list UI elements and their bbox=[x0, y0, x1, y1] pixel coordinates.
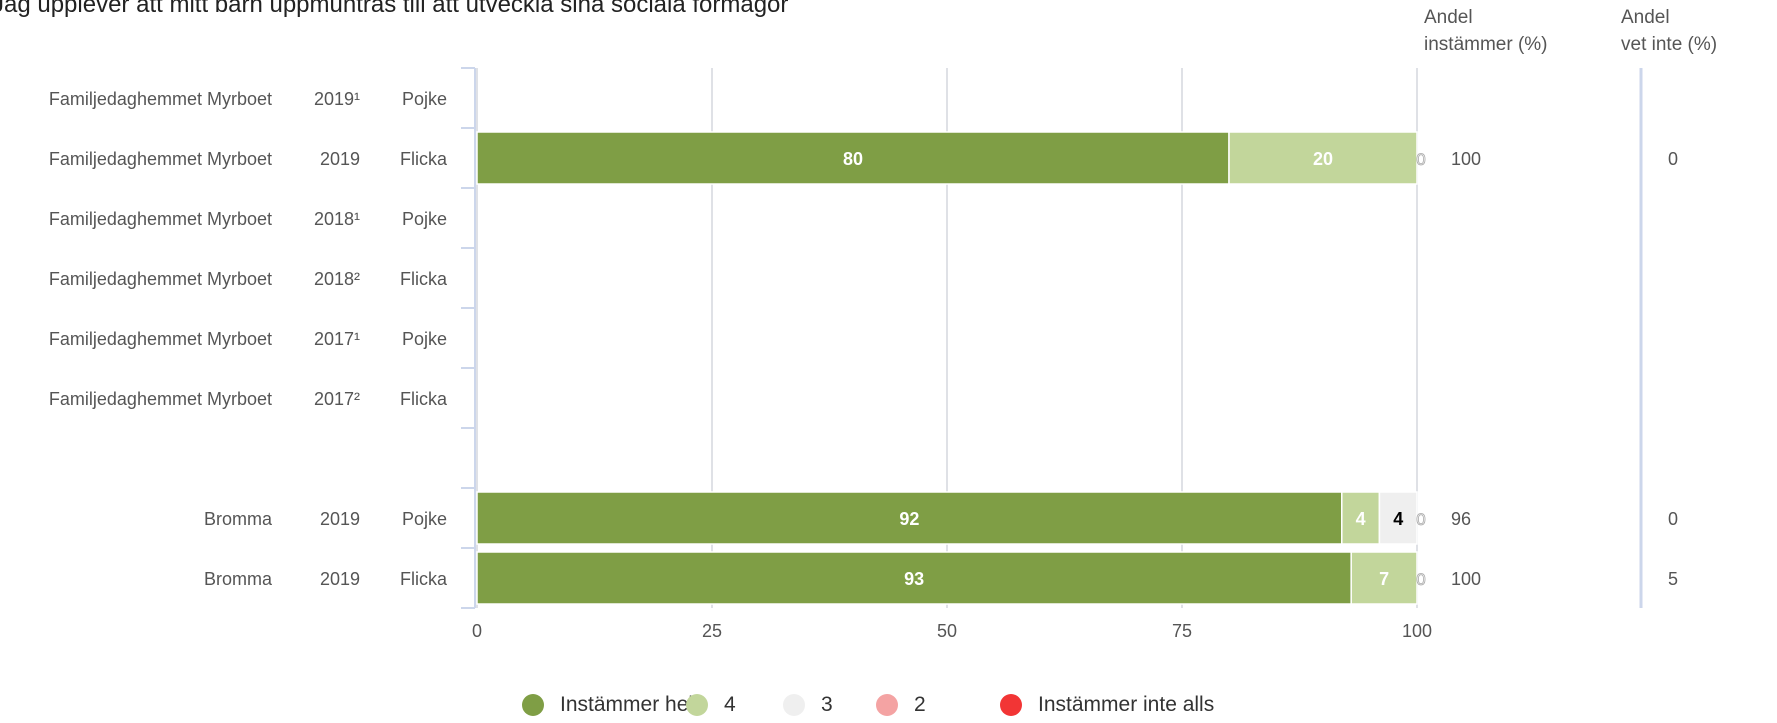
row-unit-label: Familjedaghemmet Myrboet bbox=[49, 89, 272, 109]
row-year-label: 2019¹ bbox=[314, 89, 360, 109]
bar-segment bbox=[1228, 131, 1418, 185]
column-header-agree: Andel instämmer (%) bbox=[1424, 4, 1548, 58]
agree-value: 100 bbox=[1451, 569, 1481, 589]
bar-segment bbox=[476, 491, 1343, 545]
agree-value: 96 bbox=[1451, 509, 1471, 529]
legend-label: Instämmer inte alls bbox=[1038, 693, 1215, 716]
column-header-dontknow: Andel vet inte (%) bbox=[1621, 4, 1717, 58]
row-gender-label: Flicka bbox=[400, 149, 448, 169]
row-unit-label: Familjedaghemmet Myrboet bbox=[49, 149, 272, 169]
row-gender-label: Flicka bbox=[400, 389, 448, 409]
legend-item[interactable]: 4 bbox=[686, 693, 736, 717]
legend-item[interactable]: Instämmer inte alls bbox=[1000, 693, 1214, 717]
legend-item[interactable]: 3 bbox=[783, 693, 833, 717]
chart-legend: Instämmer helt 4 3 2 Instämmer inte alls bbox=[0, 693, 1777, 723]
row-unit-label: Bromma bbox=[204, 569, 273, 589]
data-label: 4 bbox=[1356, 509, 1366, 529]
data-label: 0 bbox=[1416, 510, 1425, 529]
data-label: 93 bbox=[904, 569, 924, 589]
legend-label: 2 bbox=[914, 693, 926, 716]
row-year-label: 2019 bbox=[320, 569, 360, 589]
bar-segment bbox=[1350, 551, 1418, 605]
column-header-dontknow-line1: Andel bbox=[1621, 7, 1670, 28]
row-unit-label: Bromma bbox=[204, 509, 273, 529]
x-tick-label: 75 bbox=[1172, 621, 1192, 641]
legend-item[interactable]: Instämmer helt bbox=[522, 693, 699, 717]
legend-dot-icon bbox=[783, 694, 805, 716]
row-year-label: 2017² bbox=[314, 389, 360, 409]
dontknow-value: 0 bbox=[1668, 149, 1678, 169]
data-label: 20 bbox=[1313, 149, 1333, 169]
chart-title: Jag upplever att mitt barn uppmuntras ti… bbox=[0, 0, 789, 18]
x-tick-label: 0 bbox=[472, 621, 482, 641]
dontknow-value: 0 bbox=[1668, 509, 1678, 529]
data-label: 4 bbox=[1393, 509, 1403, 529]
data-label: 7 bbox=[1379, 569, 1389, 589]
column-header-agree-line2: instämmer (%) bbox=[1424, 34, 1548, 55]
x-tick-label: 25 bbox=[702, 621, 722, 641]
row-year-label: 2018¹ bbox=[314, 209, 360, 229]
data-label: 0 bbox=[1416, 570, 1425, 589]
row-year-label: 2018² bbox=[314, 269, 360, 289]
legend-label: Instämmer helt bbox=[560, 693, 699, 716]
row-unit-label: Familjedaghemmet Myrboet bbox=[49, 269, 272, 289]
row-unit-label: Familjedaghemmet Myrboet bbox=[49, 329, 272, 349]
row-gender-label: Flicka bbox=[400, 569, 448, 589]
x-tick-label: 100 bbox=[1402, 621, 1432, 641]
legend-dot-icon bbox=[1000, 694, 1022, 716]
row-gender-label: Pojke bbox=[402, 509, 447, 529]
row-gender-label: Pojke bbox=[402, 209, 447, 229]
bar-segment bbox=[1341, 491, 1381, 545]
row-year-label: 2019 bbox=[320, 149, 360, 169]
column-header-dontknow-line2: vet inte (%) bbox=[1621, 34, 1718, 55]
row-year-label: 2019 bbox=[320, 509, 360, 529]
x-tick-label: 50 bbox=[937, 621, 957, 641]
row-gender-label: Pojke bbox=[402, 329, 447, 349]
bar-segment bbox=[1378, 491, 1418, 545]
row-gender-label: Pojke bbox=[402, 89, 447, 109]
data-label: 92 bbox=[899, 509, 919, 529]
legend-dot-icon bbox=[522, 694, 544, 716]
legend-dot-icon bbox=[876, 694, 898, 716]
legend-label: 3 bbox=[821, 693, 833, 716]
row-unit-label: Familjedaghemmet Myrboet bbox=[49, 389, 272, 409]
data-label: 80 bbox=[843, 149, 863, 169]
legend-item[interactable]: 2 bbox=[876, 693, 926, 717]
legend-label: 4 bbox=[724, 693, 736, 716]
row-gender-label: Flicka bbox=[400, 269, 448, 289]
data-label: 0 bbox=[1416, 150, 1425, 169]
row-year-label: 2017¹ bbox=[314, 329, 360, 349]
row-unit-label: Familjedaghemmet Myrboet bbox=[49, 209, 272, 229]
legend-dot-icon bbox=[686, 694, 708, 716]
agree-value: 100 bbox=[1451, 149, 1481, 169]
column-header-agree-line1: Andel bbox=[1424, 7, 1473, 28]
dontknow-value: 5 bbox=[1668, 569, 1678, 589]
